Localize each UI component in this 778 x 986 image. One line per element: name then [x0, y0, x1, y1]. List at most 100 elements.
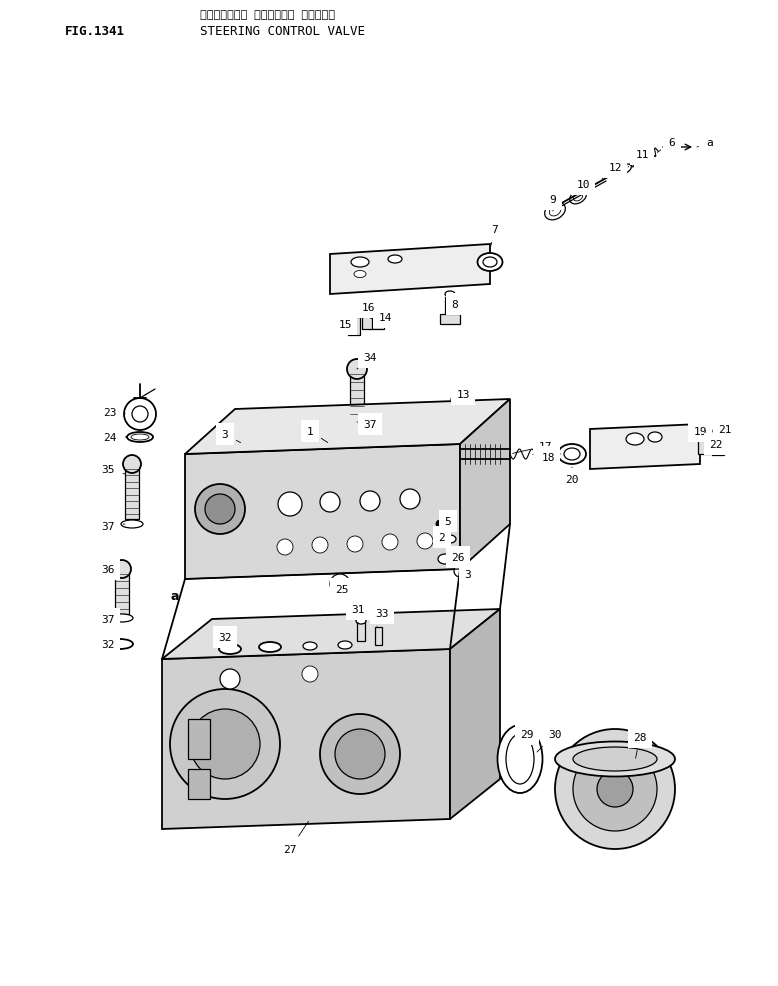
Text: 27: 27 [283, 821, 308, 854]
Text: a: a [170, 589, 179, 601]
Circle shape [597, 771, 633, 808]
Ellipse shape [438, 554, 452, 564]
Bar [248, 440, 255, 461]
Text: 32: 32 [101, 639, 115, 650]
Ellipse shape [478, 253, 503, 272]
Ellipse shape [445, 292, 455, 298]
Text: 7: 7 [491, 225, 499, 247]
Ellipse shape [388, 255, 402, 263]
Ellipse shape [127, 433, 153, 443]
Ellipse shape [259, 642, 281, 653]
Ellipse shape [506, 735, 534, 784]
Circle shape [320, 714, 400, 794]
Text: 29: 29 [520, 730, 534, 742]
Ellipse shape [356, 618, 366, 624]
Text: a: a [704, 141, 712, 155]
Text: 33: 33 [375, 608, 389, 627]
Circle shape [417, 533, 433, 549]
Circle shape [347, 360, 367, 380]
Ellipse shape [131, 435, 149, 441]
Text: 2: 2 [439, 532, 447, 542]
Ellipse shape [483, 257, 497, 268]
Ellipse shape [569, 191, 587, 205]
Polygon shape [450, 609, 500, 819]
Text: 1: 1 [307, 427, 328, 443]
Text: 11: 11 [628, 150, 649, 168]
Bar [348, 317, 360, 335]
Circle shape [382, 534, 398, 550]
Circle shape [335, 730, 385, 779]
Text: 6: 6 [657, 138, 675, 153]
Text: 36: 36 [101, 564, 116, 576]
Ellipse shape [573, 194, 583, 202]
Text: 26: 26 [450, 552, 464, 562]
Circle shape [220, 669, 240, 689]
Circle shape [360, 491, 380, 512]
Polygon shape [162, 609, 500, 660]
Ellipse shape [619, 165, 632, 175]
Text: 16: 16 [361, 303, 375, 313]
Text: 3: 3 [222, 430, 240, 443]
Ellipse shape [648, 433, 662, 443]
Bar [188, 769, 210, 800]
Text: 14: 14 [378, 313, 392, 322]
Ellipse shape [558, 445, 586, 464]
Ellipse shape [111, 614, 133, 622]
Text: 22: 22 [710, 440, 723, 450]
Circle shape [555, 730, 675, 849]
Ellipse shape [700, 428, 712, 436]
Circle shape [190, 709, 260, 779]
Bar [370, 308, 384, 329]
Text: 20: 20 [566, 467, 579, 484]
Bar [375, 627, 382, 646]
Polygon shape [185, 399, 510, 455]
Bar [452, 399, 460, 435]
Ellipse shape [626, 434, 644, 446]
Ellipse shape [451, 396, 461, 402]
Bar [712, 438, 724, 456]
Text: 10: 10 [576, 179, 590, 198]
Ellipse shape [346, 419, 368, 427]
Ellipse shape [573, 747, 657, 771]
Text: 15: 15 [338, 319, 352, 329]
Text: 8: 8 [451, 300, 458, 310]
Text: 30: 30 [537, 730, 562, 752]
Text: 32: 32 [219, 632, 232, 645]
Text: 31: 31 [351, 604, 365, 623]
Ellipse shape [497, 726, 542, 793]
Bar [698, 435, 712, 455]
Ellipse shape [351, 257, 369, 268]
Circle shape [113, 560, 131, 579]
Ellipse shape [549, 207, 561, 217]
Circle shape [454, 565, 466, 578]
Ellipse shape [354, 271, 366, 278]
Text: 19: 19 [693, 427, 706, 437]
Circle shape [277, 539, 293, 555]
Circle shape [320, 492, 340, 513]
Circle shape [170, 689, 280, 800]
Circle shape [330, 575, 350, 595]
Ellipse shape [107, 639, 133, 650]
Bar [440, 315, 460, 324]
Polygon shape [162, 650, 450, 829]
Bar [362, 314, 372, 329]
Text: 34: 34 [357, 353, 377, 370]
Ellipse shape [338, 641, 352, 650]
Text: 9: 9 [549, 195, 556, 212]
Text: 35: 35 [101, 464, 125, 474]
Text: ステアリング・ コントロール パルプ: ステアリング・ コントロール パルプ [200, 10, 335, 20]
Circle shape [573, 747, 657, 831]
Text: 18: 18 [533, 453, 555, 462]
Circle shape [205, 495, 235, 525]
Polygon shape [460, 399, 510, 570]
Ellipse shape [303, 642, 317, 651]
Text: 5: 5 [443, 517, 451, 527]
Ellipse shape [219, 644, 241, 655]
Circle shape [436, 521, 444, 528]
Ellipse shape [555, 741, 675, 777]
Text: STEERING CONTROL VALVE: STEERING CONTROL VALVE [200, 25, 365, 38]
Text: 37: 37 [101, 522, 125, 531]
Circle shape [195, 484, 245, 534]
Circle shape [312, 537, 328, 553]
Ellipse shape [545, 203, 566, 221]
